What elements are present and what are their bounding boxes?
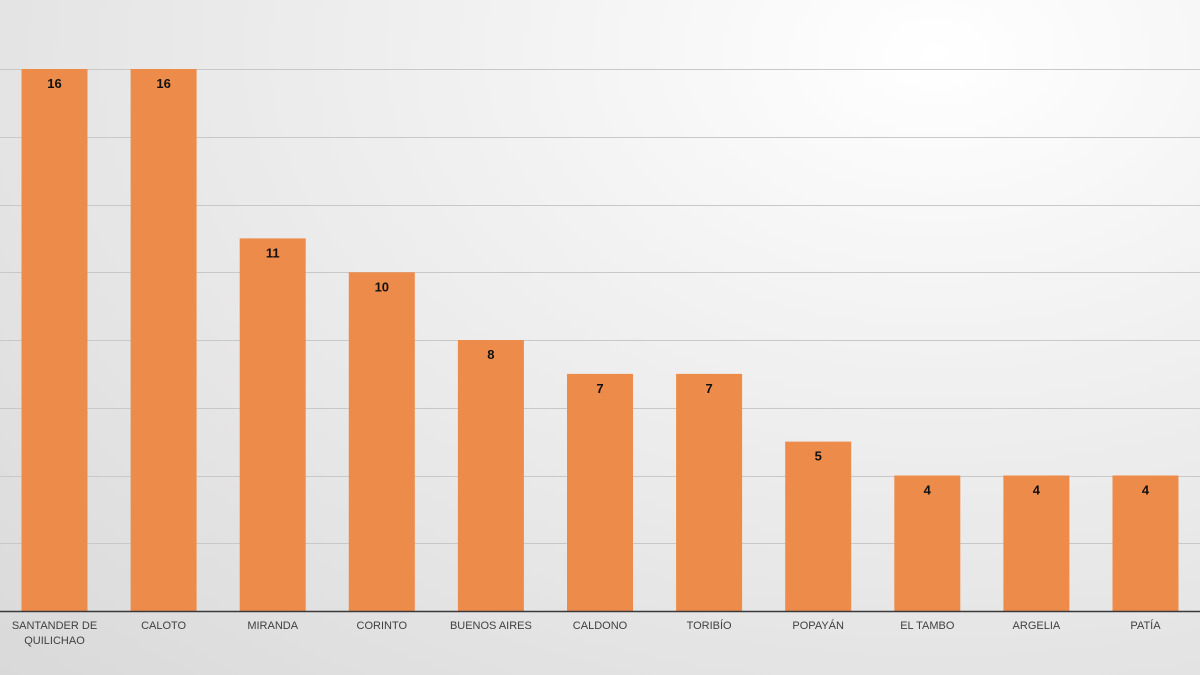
category-label: CALOTO (141, 620, 186, 632)
category-label: MIRANDA (247, 620, 298, 632)
bar (130, 69, 197, 611)
value-labels: 16 16 11 10 8 7 7 5 4 4 4 (47, 76, 1150, 498)
bar (457, 340, 524, 611)
category-label: CORINTO (357, 620, 408, 632)
value-label: 8 (487, 347, 494, 362)
category-labels: SANTANDER DE QUILICHAO CALOTO MIRANDA CORINT… (12, 619, 1161, 647)
category-label: CALDONO (573, 620, 628, 632)
category-label: PATÍA (1130, 619, 1161, 632)
category-label: SANTANDER DE QUILICHAO (12, 620, 97, 647)
value-label: 16 (47, 76, 61, 91)
value-label: 10 (375, 279, 389, 294)
value-label: 4 (924, 483, 932, 498)
bar (239, 238, 306, 611)
value-label: 16 (156, 76, 170, 91)
category-label: BUENOS AIRES (450, 620, 532, 632)
category-label: EL TAMBO (900, 620, 955, 632)
category-label: ARGELIA (1013, 620, 1061, 632)
bar (676, 373, 743, 611)
value-label: 4 (1033, 483, 1041, 498)
category-label: TORIBÍO (687, 619, 732, 632)
bar (567, 373, 633, 611)
bar (894, 475, 961, 611)
bar (1003, 475, 1070, 611)
bar (348, 272, 415, 611)
value-label: 7 (596, 381, 603, 396)
bar (785, 441, 852, 611)
value-label: 11 (266, 245, 280, 260)
category-label: POPAYÁN (792, 619, 844, 632)
bar (21, 69, 88, 611)
value-label: 5 (815, 449, 822, 464)
value-label: 7 (705, 381, 712, 396)
bars (21, 69, 1179, 611)
value-label: 4 (1142, 483, 1150, 498)
bar (1112, 475, 1179, 611)
